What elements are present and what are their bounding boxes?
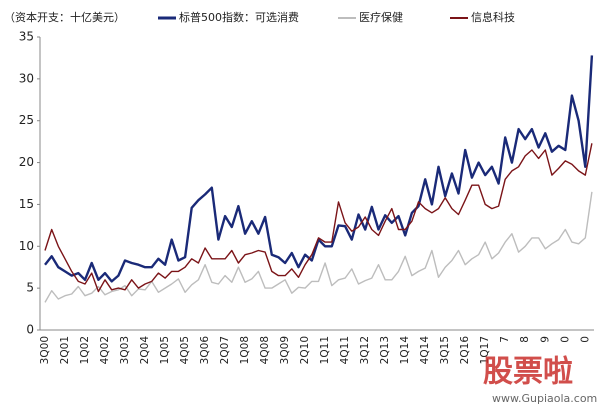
y-tick-label: 25 xyxy=(19,113,34,127)
x-tick-label: 2Q10 xyxy=(299,336,311,364)
x-tick-label: 3Q06 xyxy=(199,336,211,365)
series-line xyxy=(44,191,593,303)
y-tick-label: 5 xyxy=(26,281,34,295)
x-tick-label: 2Q13 xyxy=(379,336,391,364)
x-tick-label: 1Q08 xyxy=(239,336,251,364)
y-tick-label: 15 xyxy=(19,197,34,211)
y-tick-label: 30 xyxy=(19,71,34,85)
x-tick-label: 4Q08 xyxy=(259,336,271,364)
x-tick-label: 1Q11 xyxy=(319,336,331,364)
x-tick-label: 1Q14 xyxy=(399,336,411,365)
x-tick-label: 3Q00 xyxy=(39,336,51,364)
watermark: 股票啦 xyxy=(483,355,573,390)
x-tick-label: 1Q17 xyxy=(479,336,491,364)
x-tick-label: 4Q11 xyxy=(339,336,351,364)
unit-note: （资本开支：十亿美元） xyxy=(4,10,125,24)
x-tick-label: 2Q16 xyxy=(459,336,471,365)
series-line xyxy=(44,143,593,293)
x-tick-label: 2Q07 xyxy=(219,336,231,364)
x-tick-label: 2Q04 xyxy=(139,336,151,365)
x-tick-label: 1Q05 xyxy=(159,336,171,364)
x-tick-label: 9 xyxy=(539,336,551,343)
y-tick-label: 10 xyxy=(19,239,34,253)
x-tick-label: 7 xyxy=(499,336,511,343)
y-tick-label: 20 xyxy=(19,155,34,169)
legend-label: 标普500指数：可选消费 xyxy=(179,10,299,24)
x-tick-label: 4Q02 xyxy=(99,336,111,364)
legend-label: 医疗保健 xyxy=(359,10,403,24)
x-tick-label: 4Q05 xyxy=(179,336,191,364)
x-tick-label: 1Q02 xyxy=(79,336,91,364)
y-tick-label: 35 xyxy=(19,30,34,44)
watermark-url: www.Gupiaola.com xyxy=(492,392,597,405)
x-tick-label: 3Q09 xyxy=(279,336,291,364)
x-tick-label: 2Q01 xyxy=(59,336,71,364)
x-tick-label: 0 xyxy=(559,336,571,343)
y-tick-label: 0 xyxy=(26,323,34,337)
x-tick-label: 3Q15 xyxy=(439,336,451,364)
x-tick-label: 0 xyxy=(579,336,591,343)
series-line xyxy=(44,55,594,283)
x-tick-label: 3Q12 xyxy=(359,336,371,364)
x-tick-label: 3Q03 xyxy=(119,336,131,364)
legend-label: 信息科技 xyxy=(471,10,515,24)
x-tick-label: 4Q14 xyxy=(419,336,431,365)
x-tick-label: 8 xyxy=(519,336,531,343)
